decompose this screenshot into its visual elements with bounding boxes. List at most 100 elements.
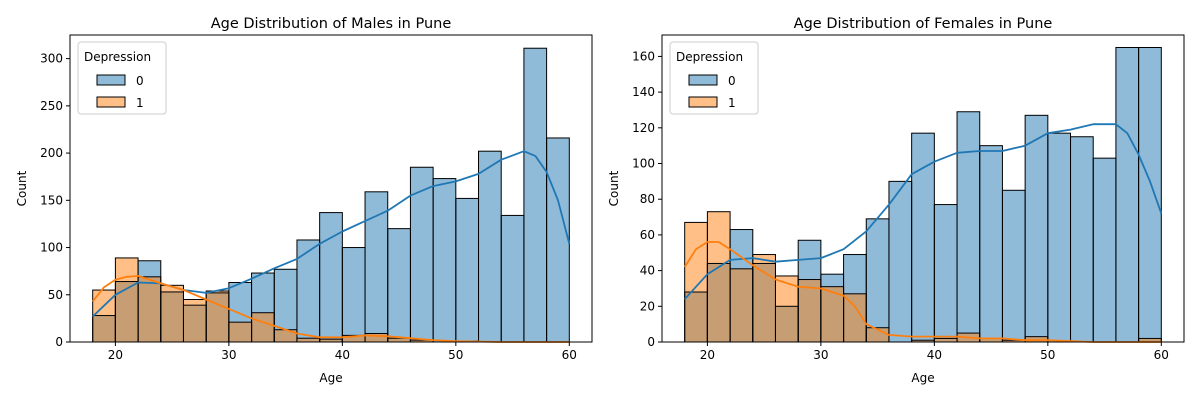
bar-depression-0-bin-12 (365, 191, 388, 334)
bar-overlap-bin-11 (934, 338, 958, 342)
y-tick-label: 40 (640, 264, 655, 278)
y-tick-label: 200 (40, 146, 63, 160)
bar-depression-0-bin-9 (296, 239, 320, 339)
bar-depression-1-bin-5 (206, 290, 229, 293)
bar-depression-0-bin-18 (501, 215, 524, 342)
bar-depression-0-bin-13 (979, 145, 1003, 339)
kde-line-depression-1-females (683, 241, 1162, 343)
legend-label-0-females: 0 (728, 74, 736, 88)
bar-overlap-bin-5 (206, 292, 229, 342)
kde-line-depression-0-females (684, 123, 1163, 300)
x-tick-label: 30 (221, 348, 236, 362)
bar-overlap-bin-7 (251, 312, 275, 342)
y-tick-label: 150 (40, 193, 63, 207)
legend-label-1-males: 1 (136, 96, 144, 110)
bar-overlap-bin-2 (730, 268, 753, 342)
x-tick-label: 20 (108, 348, 123, 362)
legend-title-females: Depression (676, 50, 743, 64)
bar-depression-1-bin-0 (92, 290, 116, 316)
y-tick-label: 140 (632, 85, 655, 99)
legend-label-1-females: 1 (728, 96, 736, 110)
bar-overlap-bin-6 (820, 286, 844, 342)
y-tick-label: 0 (647, 335, 655, 349)
bar-overlap-bin-7 (843, 293, 867, 342)
bar-depression-0-bin-20 (546, 137, 570, 342)
bar-overlap-bin-10 (911, 340, 935, 342)
bar-overlap-bin-0 (684, 292, 708, 342)
bar-overlap-bin-3 (752, 263, 776, 342)
y-axis-label-males: Count (15, 170, 29, 206)
bar-overlap-bin-1 (115, 281, 139, 342)
bar-depression-0-bin-9 (888, 181, 912, 342)
legend-label-0-males: 0 (136, 74, 144, 88)
bar-depression-0-bin-10 (911, 133, 935, 341)
bar-overlap-bin-6 (228, 322, 252, 342)
bar-depression-0-bin-19 (1115, 47, 1139, 342)
bar-depression-0-bin-7 (843, 254, 867, 294)
bar-overlap-bin-12 (365, 333, 388, 342)
bar-depression-0-bin-17 (1070, 136, 1094, 342)
bar-overlap-bin-13 (979, 338, 1003, 342)
bar-overlap-bin-10 (319, 339, 343, 342)
bar-depression-0-bin-6 (228, 282, 252, 323)
plot-frame-males (69, 34, 593, 343)
legend-swatch-0 (688, 74, 718, 86)
legend-swatch-1 (688, 96, 718, 108)
bar-depression-0-bin-15 (1025, 115, 1048, 337)
bar-depression-1-bin-0 (684, 222, 708, 293)
x-axis-label-females: Age (911, 371, 934, 385)
histogram-bars-males (92, 48, 570, 343)
bar-depression-0-bin-14 (1002, 190, 1026, 341)
histogram-bars-females (684, 47, 1162, 342)
bar-depression-0-bin-12 (957, 111, 980, 334)
bar-depression-0-bin-20 (1138, 47, 1162, 339)
x-tick-label: 20 (700, 348, 715, 362)
chart-males: Age Distribution of Males in Pune Age Co… (15, 16, 593, 385)
y-tick-label: 20 (640, 299, 655, 313)
y-tick-label: 80 (640, 192, 655, 206)
y-tick-label: 50 (48, 288, 63, 302)
bar-overlap-bin-14 (410, 340, 434, 342)
chart-title-males: Age Distribution of Males in Pune (211, 16, 452, 32)
x-tick-label: 40 (335, 348, 350, 362)
bar-overlap-bin-20 (1138, 338, 1162, 342)
bar-overlap-bin-14 (1002, 340, 1026, 342)
x-tick-label: 40 (927, 348, 942, 362)
x-tick-label: 60 (1154, 348, 1169, 362)
y-tick-label: 250 (40, 99, 63, 113)
x-ticks-females: 20 30 40 50 60 (700, 342, 1169, 362)
y-tick-label: 0 (55, 335, 63, 349)
bar-overlap-bin-2 (138, 276, 161, 342)
bar-depression-0-bin-8 (866, 218, 889, 328)
bar-depression-1-bin-3 (160, 285, 184, 292)
legend-males: Depression 0 1 (77, 41, 167, 115)
bar-depression-1-bin-1 (707, 211, 731, 264)
x-tick-label: 30 (813, 348, 828, 362)
bar-overlap-bin-11 (342, 335, 366, 342)
x-ticks-males: 20 30 40 50 60 (108, 342, 577, 362)
bar-overlap-bin-5 (798, 279, 821, 342)
bar-depression-0-bin-11 (934, 204, 958, 339)
bar-depression-0-bin-13 (387, 228, 411, 339)
y-axis-label-females: Count (607, 170, 621, 206)
y-ticks-females: 0 20 40 60 80 100 120 140 160 (632, 49, 662, 349)
bar-depression-0-bin-7 (251, 273, 275, 313)
bar-overlap-bin-9 (296, 338, 320, 342)
x-tick-label: 50 (448, 348, 463, 362)
chart-title-females: Age Distribution of Females in Pune (794, 16, 1053, 32)
y-ticks-males: 0 50 100 150 200 250 300 (40, 52, 70, 349)
bar-overlap-bin-8 (274, 329, 297, 342)
bar-overlap-bin-1 (707, 263, 731, 342)
bar-depression-1-bin-4 (775, 275, 799, 307)
bar-depression-0-bin-2 (138, 260, 161, 277)
bar-depression-0-bin-8 (274, 269, 297, 330)
bar-depression-0-bin-10 (319, 212, 343, 340)
bar-overlap-bin-4 (775, 306, 799, 342)
bar-depression-0-bin-11 (342, 247, 366, 336)
y-tick-label: 120 (632, 121, 655, 135)
legend-swatch-1 (96, 96, 126, 108)
chart-females: Age Distribution of Females in Pune Age … (607, 16, 1185, 385)
y-tick-label: 100 (632, 157, 655, 171)
bar-depression-0-bin-16 (455, 198, 479, 342)
legend-title-males: Depression (84, 50, 151, 64)
